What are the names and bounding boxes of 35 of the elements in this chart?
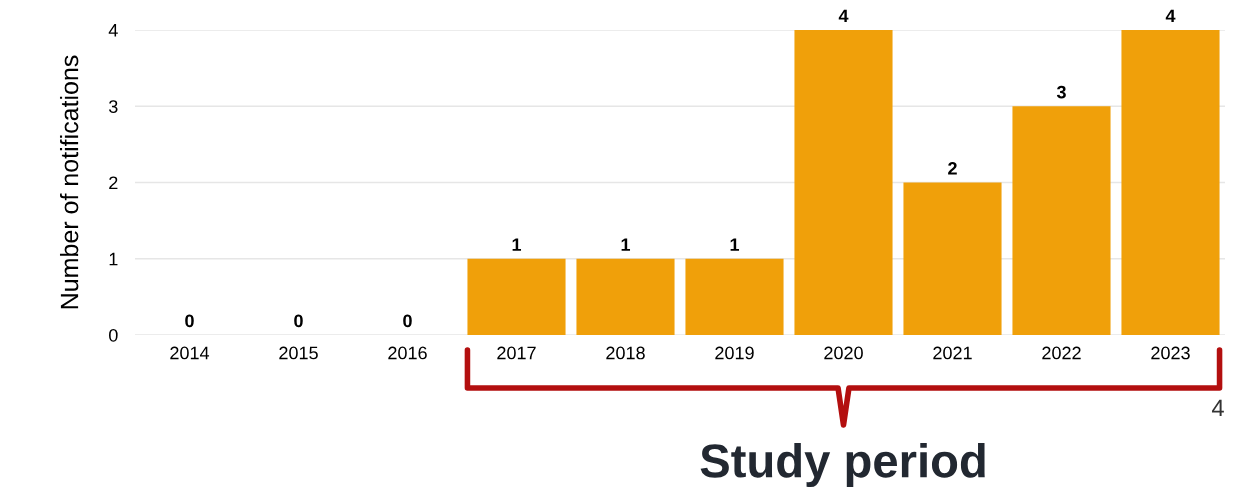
data-label: 1 xyxy=(621,238,631,251)
bar xyxy=(903,182,1002,335)
bar xyxy=(685,258,784,335)
data-label: 2 xyxy=(948,161,957,175)
x-tick-label: 2020 xyxy=(824,346,863,360)
y-tick-label: 3 xyxy=(108,100,118,113)
y-axis-title: Number of notifications xyxy=(59,55,79,309)
bar xyxy=(1012,106,1111,335)
text: 4 xyxy=(1211,399,1224,417)
data-label: 0 xyxy=(403,314,412,328)
bar xyxy=(576,258,675,335)
x-tick-label: 2017 xyxy=(497,346,536,360)
data-label: 1 xyxy=(512,238,522,251)
x-tick-label: 2016 xyxy=(388,346,427,360)
x-tick-label: 2021 xyxy=(933,346,972,360)
x-tick-label: 2022 xyxy=(1042,346,1081,360)
data-label: 0 xyxy=(185,314,194,328)
x-tick-label: 2014 xyxy=(170,346,210,360)
bar xyxy=(1121,30,1220,335)
x-tick-label: 2015 xyxy=(279,346,318,360)
data-label: 1 xyxy=(730,238,740,251)
text: Study period xyxy=(700,442,985,488)
y-tick-label: 2 xyxy=(109,176,118,190)
y-tick-label: 4 xyxy=(108,24,118,37)
bar xyxy=(794,30,893,335)
bar xyxy=(467,258,566,335)
data-label: 3 xyxy=(1056,85,1066,99)
data-label: 4 xyxy=(838,9,849,23)
data-label: 0 xyxy=(294,314,303,328)
y-tick-label: 0 xyxy=(109,328,118,342)
x-tick-label: 2023 xyxy=(1151,346,1190,360)
y-tick-label: 1 xyxy=(109,252,118,266)
data-label: 4 xyxy=(1165,9,1176,23)
x-tick-label: 2019 xyxy=(715,346,754,360)
x-tick-label: 2018 xyxy=(606,346,645,360)
